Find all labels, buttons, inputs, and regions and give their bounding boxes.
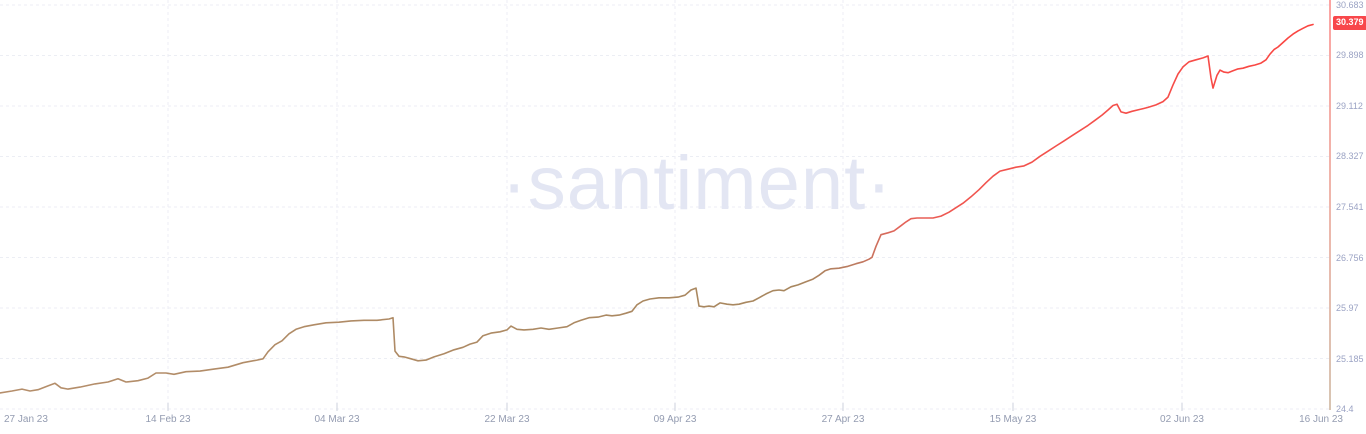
x-axis-tick-label: 22 Mar 23 bbox=[484, 414, 530, 425]
y-axis-tick-label: 30.683 bbox=[1336, 0, 1364, 10]
y-axis-tick-label: 29.898 bbox=[1336, 50, 1364, 61]
x-axis-tick-label: 02 Jun 23 bbox=[1160, 414, 1204, 425]
y-axis-tick-label: 25.185 bbox=[1336, 353, 1364, 364]
x-axis-tick-label: 04 Mar 23 bbox=[314, 414, 360, 425]
y-axis-tick-label: 29.112 bbox=[1336, 101, 1363, 112]
y-axis-tick-label: 27.541 bbox=[1336, 202, 1364, 213]
x-axis-tick-label: 14 Feb 23 bbox=[145, 414, 191, 425]
y-axis-tick-label: 26.756 bbox=[1336, 252, 1364, 263]
y-axis-tick-label: 28.327 bbox=[1336, 151, 1364, 162]
x-axis-tick-label: 15 May 23 bbox=[989, 414, 1037, 425]
last-value-badge: 30.379 bbox=[1333, 16, 1366, 30]
y-axis-tick-label: 25.97 bbox=[1336, 303, 1359, 314]
x-axis-tick-label: 09 Apr 23 bbox=[653, 414, 697, 425]
x-axis-tick-label: 27 Jan 23 bbox=[4, 414, 48, 425]
y-axis-tick-label: 24.4 bbox=[1336, 404, 1354, 414]
x-axis-tick-label: 27 Apr 23 bbox=[821, 414, 865, 425]
x-axis-tick-label: 16 Jun 23 bbox=[1299, 414, 1343, 425]
price-line[interactable] bbox=[0, 23, 1314, 394]
